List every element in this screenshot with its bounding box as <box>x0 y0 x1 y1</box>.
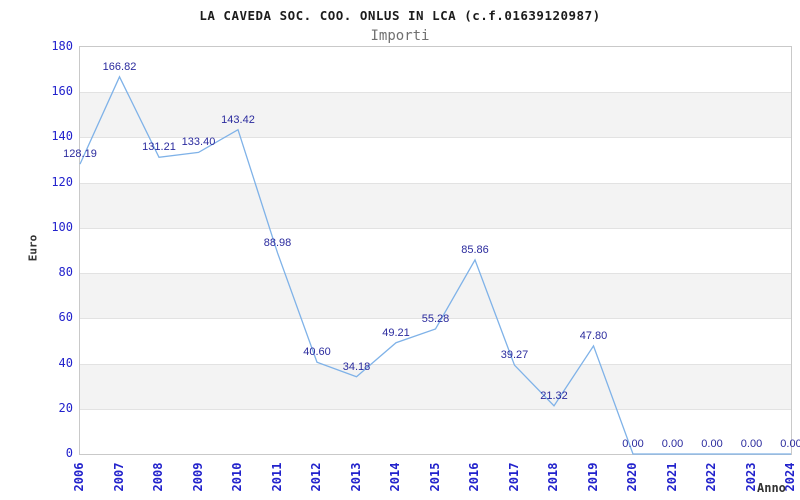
chart-title: LA CAVEDA SOC. COO. ONLUS IN LCA (c.f.01… <box>199 8 601 23</box>
x-tick-label: 2015 <box>427 462 442 492</box>
x-tick-label: 2018 <box>546 462 560 492</box>
grid-band <box>80 363 791 409</box>
data-point-label: 128.19 <box>63 148 97 161</box>
data-point-label: 40.60 <box>303 346 331 359</box>
x-tick-label: 2020 <box>625 462 639 492</box>
data-point-label: 0.00 <box>622 438 644 450</box>
data-line <box>79 75 791 455</box>
grid-band <box>80 92 791 138</box>
grid-band <box>80 227 791 273</box>
grid-band <box>80 318 791 363</box>
y-tick-label: 20 <box>58 400 73 415</box>
x-tick-label: 2010 <box>230 462 244 492</box>
data-point-label: 21.32 <box>540 389 568 402</box>
x-tick-label: 2009 <box>190 462 205 492</box>
x-tick-label: 2022 <box>704 462 718 492</box>
data-point-label: 49.21 <box>382 326 410 339</box>
y-tick-label: 100 <box>51 219 73 234</box>
data-point-label: 85.86 <box>461 243 489 256</box>
x-tick-label: 2017 <box>506 462 521 492</box>
x-tick-label: 2023 <box>743 462 758 492</box>
x-tick-label: 2012 <box>309 462 323 492</box>
x-axis-title: Anno <box>757 481 786 495</box>
data-point-label: 0.00 <box>780 438 800 450</box>
x-axis-tick-strip: 2006 2007 2008 2009 2010 2011 2012 2013 2014 2015… <box>72 455 797 500</box>
y-tick-label: 80 <box>58 265 73 280</box>
y-tick-label: 140 <box>51 129 73 144</box>
data-point-label: 34.18 <box>342 360 371 373</box>
y-tick-label: 0 <box>65 446 73 460</box>
y-axis-tick-gutter: 0 20 40 60 80 100 120 140 160 180 <box>0 39 73 460</box>
y-axis-title: Euro <box>26 234 40 262</box>
x-tick-label: 2007 <box>111 462 126 492</box>
y-tick-label: 60 <box>58 310 73 325</box>
grid-band <box>80 408 791 454</box>
data-point-label: 55.28 <box>421 313 450 325</box>
y-tick-label: 40 <box>58 355 73 370</box>
x-tick-label: 2013 <box>348 462 363 492</box>
plot-area: 128.19 166.82 131.21 133.40 143.42 88.98 40.60… <box>63 46 800 455</box>
data-point-label: 131.21 <box>142 141 176 154</box>
y-tick-label: 160 <box>51 84 73 99</box>
grid-band <box>80 273 791 319</box>
data-point-label: 47.80 <box>579 329 608 342</box>
x-tick-label: 2006 <box>72 462 86 492</box>
x-tick-label: 2021 <box>664 462 679 492</box>
y-tick-label: 120 <box>51 174 73 189</box>
grid-band <box>80 137 791 182</box>
x-tick-label: 2014 <box>388 462 402 492</box>
y-tick-label: 180 <box>51 39 73 53</box>
data-point-label: 166.82 <box>102 60 137 73</box>
x-tick-label: 2016 <box>467 462 481 492</box>
x-tick-label: 2019 <box>585 462 600 492</box>
data-point-label: 0.00 <box>661 438 684 450</box>
data-point-label: 88.98 <box>263 236 292 249</box>
grid-band <box>80 182 791 228</box>
data-point-label: 0.00 <box>740 438 763 450</box>
chart-header: LA CAVEDA SOC. COO. ONLUS IN LCA (c.f.01… <box>0 8 800 44</box>
chart-subtitle: Importi <box>370 28 430 44</box>
data-point-label: 0.00 <box>701 438 723 450</box>
x-tick-label: 2011 <box>269 462 284 492</box>
data-point-label: 143.42 <box>221 113 255 126</box>
x-tick-label: 2008 <box>151 462 165 492</box>
data-point-label: 39.27 <box>500 349 529 362</box>
data-point-label: 133.40 <box>181 136 216 149</box>
